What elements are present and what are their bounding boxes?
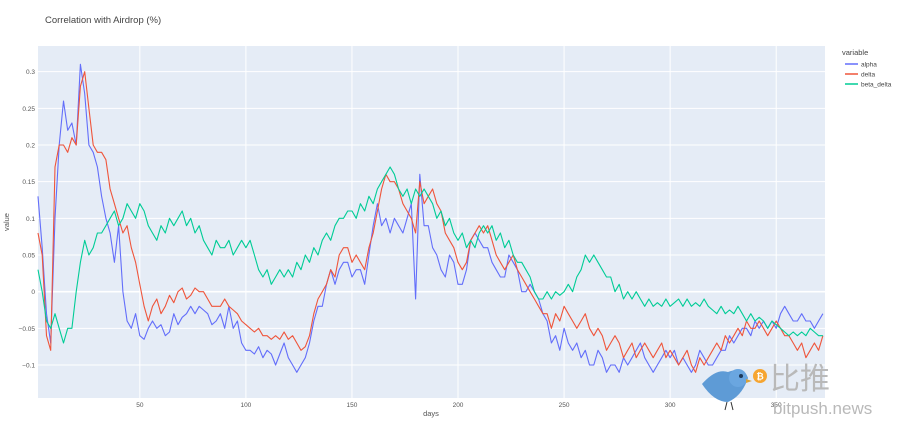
y-tick-label: −0.1 [22, 363, 35, 370]
y-tick-label: 0.2 [26, 143, 35, 150]
legend[interactable]: variable alpha delta beta_delta [842, 48, 892, 88]
series-line-beta-delta [37, 166, 823, 344]
y-tick-label: 0.1 [26, 216, 35, 223]
legend-label: beta_delta [861, 81, 892, 88]
series-lines [37, 63, 824, 373]
x-tick-label: 350 [771, 402, 782, 409]
legend-title: variable [842, 48, 868, 57]
watermark-url-text: bitpush.news [773, 399, 872, 418]
legend-item-alpha[interactable]: alpha [845, 61, 877, 68]
x-tick-label: 50 [136, 402, 144, 409]
y-axis-title: value [2, 213, 11, 231]
y-tick-label: 0.05 [22, 253, 35, 260]
svg-text:₿: ₿ [756, 372, 763, 382]
chart-title: Correlation with Airdrop (%) [45, 15, 161, 26]
x-tick-label: 200 [453, 402, 464, 409]
bitpush-watermark: ₿ 比推 bitpush.news [702, 362, 872, 418]
series-line-delta [37, 71, 824, 373]
legend-label: delta [861, 71, 875, 78]
watermark-cn-text: 比推 [770, 362, 830, 397]
legend-item-delta[interactable]: delta [845, 71, 875, 78]
y-tick-label: 0.25 [22, 106, 35, 113]
bitcoin-icon: ₿ [753, 369, 767, 383]
x-tick-label: 250 [559, 402, 570, 409]
series-line-alpha [37, 63, 824, 373]
axis-ticks: 50 100 150 200 250 300 350 −0.1 −0.05 0 0.05 0.1 0.1… [19, 69, 782, 409]
x-tick-label: 100 [240, 402, 251, 409]
y-tick-label: 0.15 [22, 179, 35, 186]
y-tick-label: −0.05 [19, 326, 36, 333]
x-axis-title: days [423, 409, 439, 418]
legend-item-beta-delta[interactable]: beta_delta [845, 81, 892, 88]
bird-logo-icon [702, 369, 752, 411]
x-tick-label: 150 [347, 402, 358, 409]
y-tick-label: 0.3 [26, 69, 35, 76]
x-tick-label: 300 [665, 402, 676, 409]
y-tick-label: 0 [31, 289, 35, 296]
plot-background [38, 46, 825, 398]
legend-label: alpha [861, 61, 877, 68]
